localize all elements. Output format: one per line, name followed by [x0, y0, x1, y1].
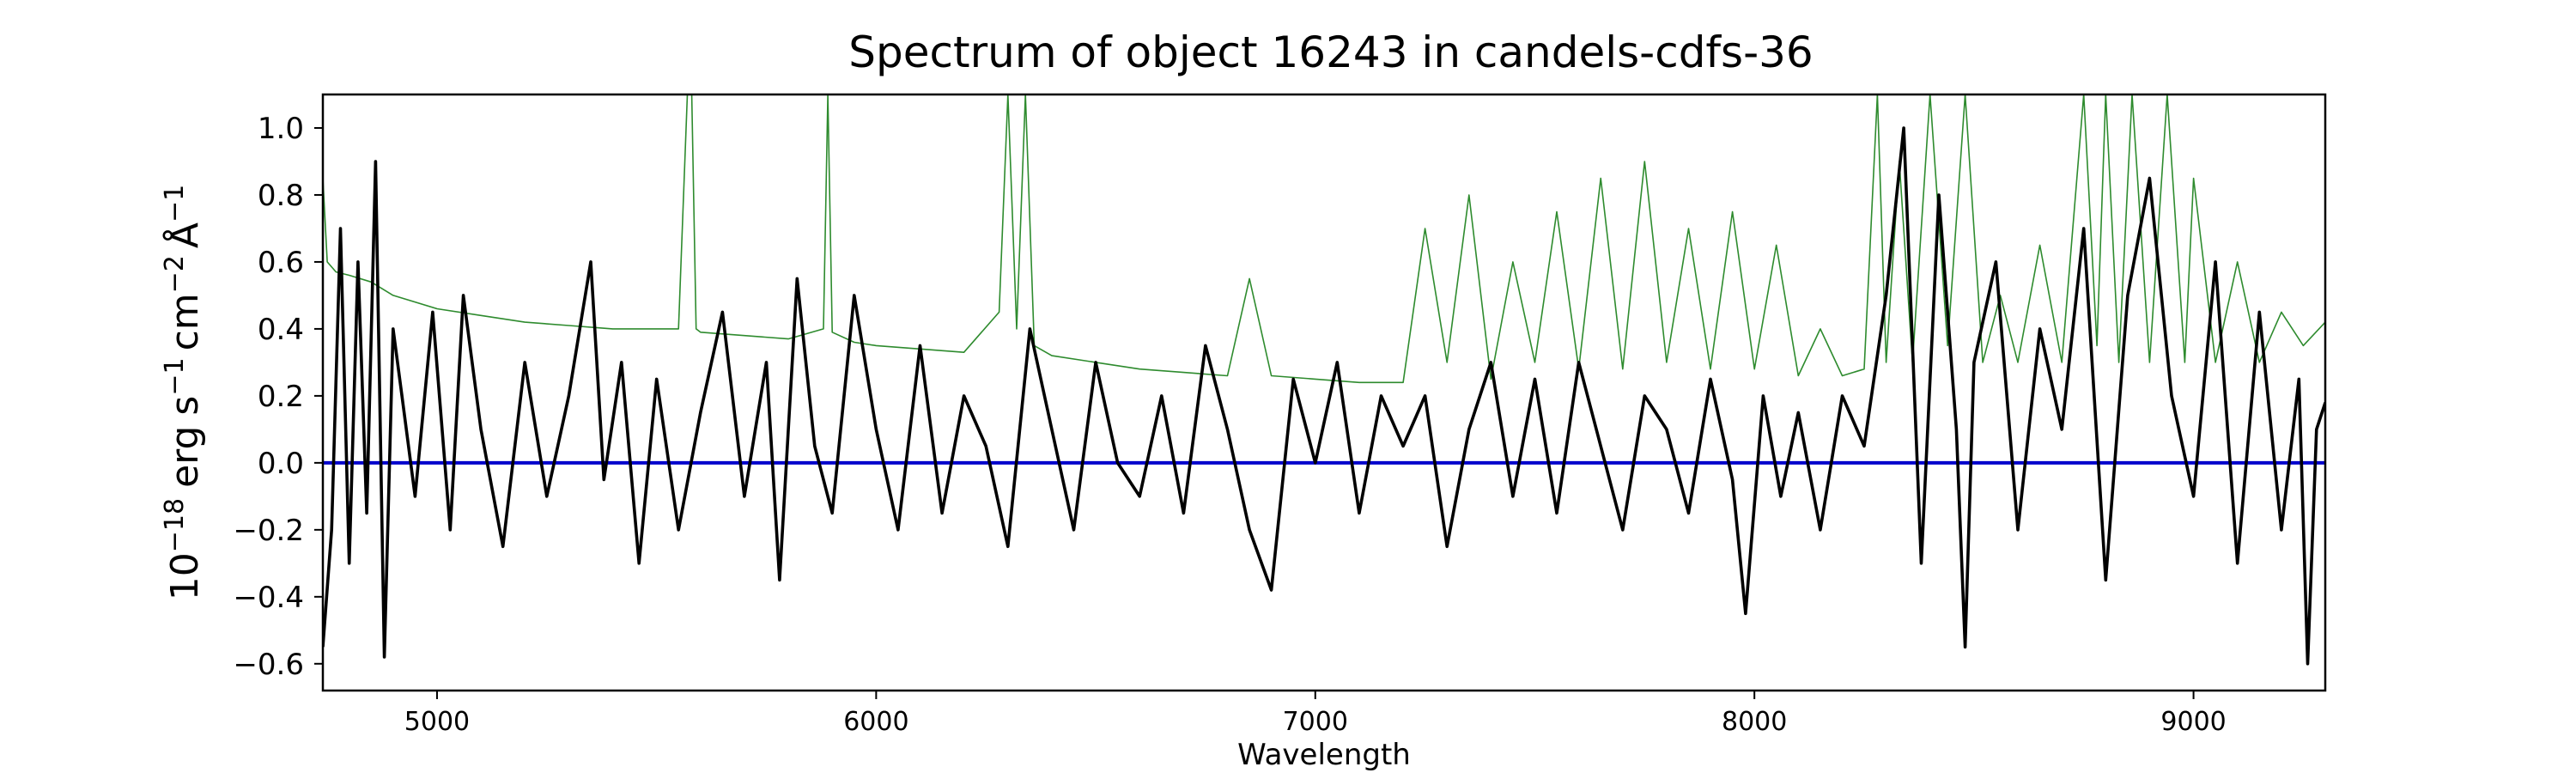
y-axis-label: 10−18ergs−1cm−2Å−1 [160, 185, 207, 600]
y-tick-label: 0.8 [258, 179, 304, 213]
y-label-s: s [163, 396, 207, 416]
y-ticks: −0.6 −0.4 −0.2 0.0 0.2 0.4 0.6 0.8 1.0 [233, 112, 323, 682]
y-label-scale-base: 10 [163, 552, 207, 600]
y-label-s-exp: −1 [160, 357, 190, 395]
x-ticks: 5000 6000 7000 8000 9000 [404, 691, 2227, 737]
plot-frame [321, 93, 2327, 692]
y-tick-label: 0.4 [258, 313, 304, 347]
series-layer [323, 94, 2325, 666]
error-series-line [323, 94, 2325, 384]
y-label-angstrom: Å [161, 222, 207, 248]
x-axis-label: Wavelength [1237, 738, 1411, 772]
x-tick-label: 9000 [2160, 707, 2226, 737]
y-tick-label: 1.0 [258, 112, 304, 146]
y-tick-label: −0.2 [233, 514, 304, 548]
y-tick-label: −0.4 [233, 581, 304, 615]
y-tick-label: 0.0 [258, 447, 304, 481]
y-label-cm-exp: −2 [160, 255, 190, 293]
x-tick-label: 6000 [843, 707, 908, 737]
y-label-cm: cm [163, 293, 207, 350]
y-label-scale-exp: −18 [160, 498, 190, 552]
y-label-angstrom-exp: −1 [160, 185, 190, 222]
x-tick-label: 8000 [1722, 707, 1787, 737]
y-tick-label: 0.2 [258, 380, 304, 414]
y-tick-label: −0.6 [233, 648, 304, 682]
chart-title: Spectrum of object 16243 in candels-cdfs… [848, 27, 1814, 77]
flux-series-line [323, 126, 2325, 666]
y-label-erg: erg [163, 426, 207, 488]
x-tick-label: 5000 [404, 707, 470, 737]
x-tick-label: 7000 [1283, 707, 1348, 737]
y-tick-label: 0.6 [258, 246, 304, 280]
